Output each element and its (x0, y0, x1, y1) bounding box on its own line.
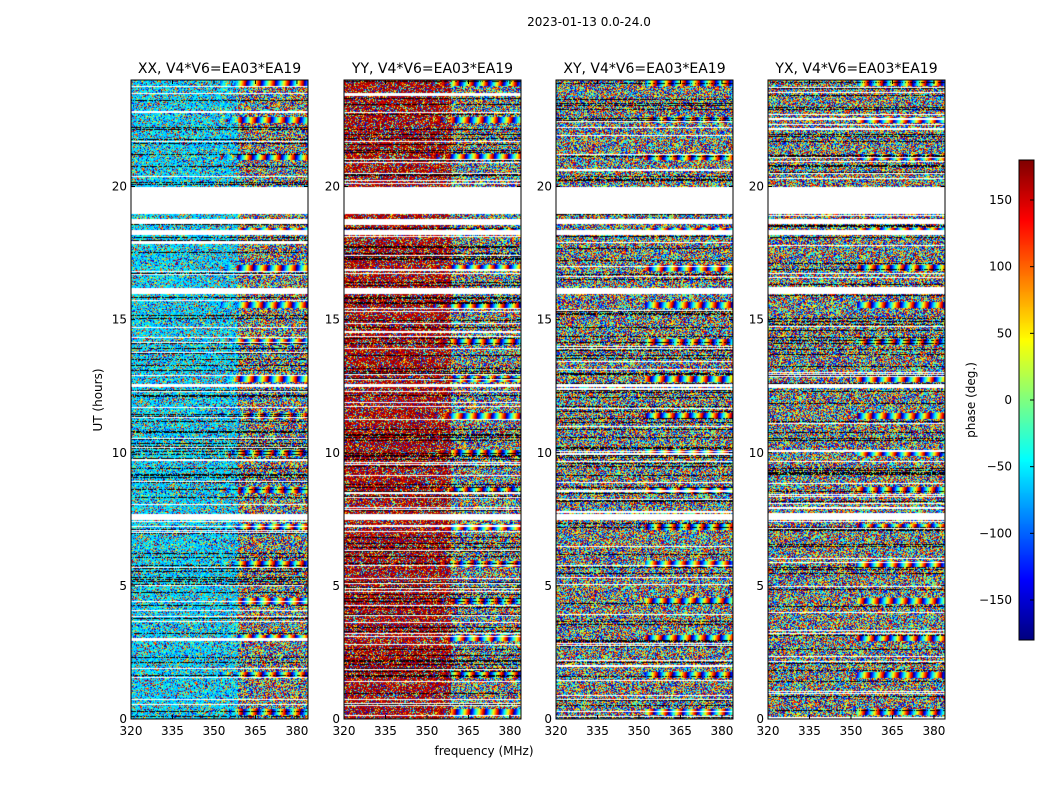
y-axis-label: UT (hours) (91, 368, 105, 431)
x-axis-label: frequency (MHz) (434, 744, 533, 758)
colorbar: −150 −100 −50 0 50 100 150 phase (deg.) (964, 159, 1035, 641)
colorbar-tick-label: 0 (1004, 393, 1012, 407)
x-tick-label: 350 (840, 724, 863, 738)
x-tick-label: 380 (710, 724, 733, 738)
panel-title: YX, V4*V6=EA03*EA19 (774, 61, 937, 77)
colorbar-gradient (1019, 160, 1034, 640)
x-tick-label: 365 (669, 724, 692, 738)
y-tick-label: 0 (332, 712, 340, 726)
y-tick-label: 20 (749, 180, 764, 194)
figure-title: 2023-01-13 0.0-24.0 (527, 15, 651, 29)
y-tick-label: 5 (756, 579, 764, 593)
x-tick-label: 320 (757, 724, 780, 738)
y-tick-label: 20 (112, 180, 127, 194)
x-tick-label: 365 (881, 724, 904, 738)
y-tick-label: 15 (325, 313, 340, 327)
y-tick-label: 5 (119, 579, 127, 593)
colorbar-tick-label: 150 (989, 193, 1012, 207)
panel-2: YY, V4*V6=EA03*EA19 320 335 350 365 380 0 5 10 15… (325, 61, 522, 738)
y-tick-label: 10 (325, 446, 340, 460)
phase-waterfall-image (131, 80, 308, 719)
colorbar-tick-label: −100 (979, 526, 1012, 540)
colorbar-tick-label: −50 (987, 460, 1012, 474)
y-tick-label: 20 (537, 180, 552, 194)
panel-frame (343, 79, 522, 720)
colorbar-tick-label: −150 (979, 593, 1012, 607)
x-tick-label: 335 (161, 724, 184, 738)
phase-waterfall-image (556, 80, 733, 719)
panel-4: YX, V4*V6=EA03*EA19 320 335 350 365 380 0 5 10 15… (749, 61, 946, 738)
panel-frame (767, 79, 946, 720)
y-tick-label: 10 (537, 446, 552, 460)
y-tick-label: 0 (756, 712, 764, 726)
x-tick-label: 365 (457, 724, 480, 738)
panel-title: YY, V4*V6=EA03*EA19 (351, 61, 513, 77)
y-tick-label: 5 (332, 579, 340, 593)
y-tick-label: 15 (537, 313, 552, 327)
colorbar-tick-label: 100 (989, 260, 1012, 274)
panel-title: XY, V4*V6=EA03*EA19 (563, 61, 725, 77)
panel-3: XY, V4*V6=EA03*EA19 320 335 350 365 380 0 5 10 15… (537, 61, 734, 738)
panel-title: XX, V4*V6=EA03*EA19 (138, 61, 301, 77)
x-tick-label: 350 (416, 724, 439, 738)
phase-waterfall-image (768, 80, 945, 719)
y-tick-label: 15 (749, 313, 764, 327)
y-tick-label: 20 (325, 180, 340, 194)
x-tick-label: 335 (798, 724, 821, 738)
panel-frame (130, 79, 309, 720)
colorbar-label: phase (deg.) (964, 362, 978, 438)
x-tick-label: 380 (498, 724, 521, 738)
phase-waterfall-image (344, 80, 521, 719)
y-tick-label: 15 (112, 313, 127, 327)
colorbar-tick-label: 50 (997, 326, 1012, 340)
x-tick-label: 380 (922, 724, 945, 738)
x-tick-label: 380 (285, 724, 308, 738)
x-tick-label: 335 (374, 724, 397, 738)
x-tick-label: 320 (545, 724, 568, 738)
x-tick-label: 350 (203, 724, 226, 738)
x-tick-label: 350 (628, 724, 651, 738)
x-tick-label: 320 (120, 724, 143, 738)
x-tick-label: 335 (586, 724, 609, 738)
panel-1: XX, V4*V6=EA03*EA19 320 335 350 365 380 0 5 10 15… (112, 61, 309, 738)
x-tick-label: 320 (333, 724, 356, 738)
y-tick-label: 0 (119, 712, 127, 726)
y-tick-label: 10 (112, 446, 127, 460)
y-tick-label: 5 (544, 579, 552, 593)
y-tick-label: 10 (749, 446, 764, 460)
x-tick-label: 365 (244, 724, 267, 738)
y-tick-label: 0 (544, 712, 552, 726)
panel-frame (555, 79, 734, 720)
